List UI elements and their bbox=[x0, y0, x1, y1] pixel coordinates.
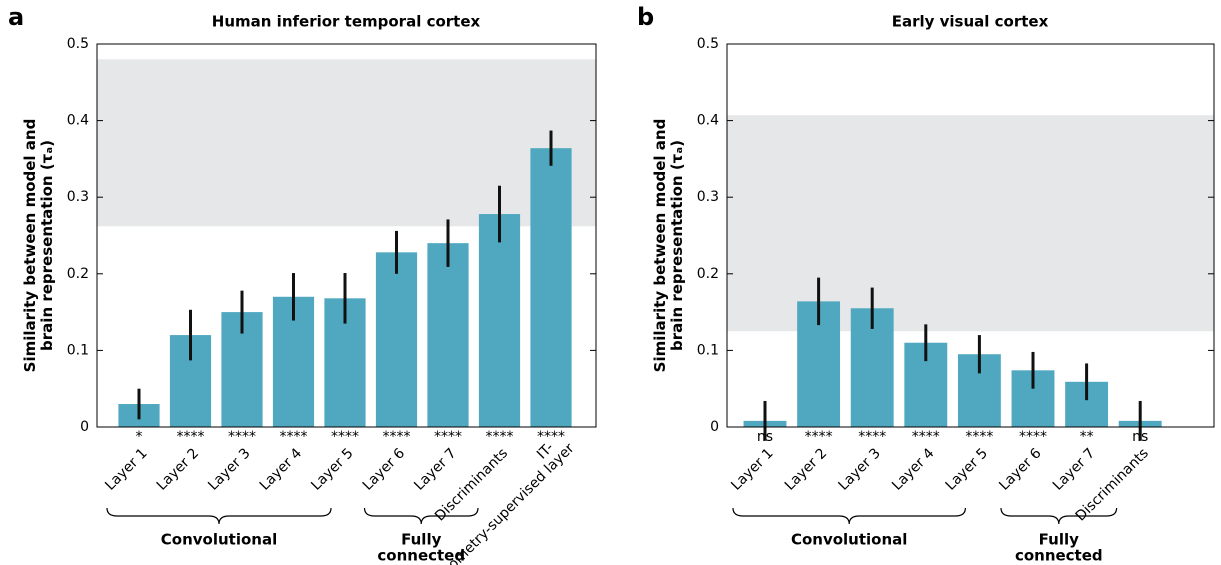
significance-label: * bbox=[136, 429, 143, 445]
significance-label: ns bbox=[757, 429, 773, 445]
group-label: Fully bbox=[1039, 531, 1079, 549]
plot-frame bbox=[726, 43, 1215, 428]
x-tick-label: Layer 3 bbox=[205, 445, 253, 493]
significance-label: **** bbox=[383, 429, 411, 445]
x-tick-label: Layer 6 bbox=[360, 445, 408, 493]
significance-label: **** bbox=[1019, 429, 1047, 445]
x-tick-label: Layer 4 bbox=[889, 445, 937, 493]
y-tick-label: 0.5 bbox=[697, 36, 719, 52]
x-tick-label: Layer 2 bbox=[154, 445, 202, 493]
x-tick-label: Layer 1 bbox=[102, 445, 150, 493]
y-axis-label: Similarity between model andbrain repres… bbox=[21, 119, 56, 373]
significance-label: **** bbox=[965, 429, 993, 445]
significance-label: **** bbox=[228, 429, 256, 445]
y-axis-label-line: brain representation (τₐ) bbox=[668, 140, 686, 351]
x-tick-label: Layer 1 bbox=[728, 445, 776, 493]
bar bbox=[375, 252, 418, 427]
significance-label: **** bbox=[280, 429, 308, 445]
group-brace bbox=[363, 507, 479, 525]
significance-label: **** bbox=[858, 429, 886, 445]
y-tick-label: 0.4 bbox=[67, 113, 89, 129]
x-tick-label: Layer 3 bbox=[835, 445, 883, 493]
group-label: connected bbox=[1015, 547, 1103, 565]
group-brace bbox=[1000, 507, 1118, 525]
chart-title: Human inferior temporal cortex bbox=[212, 13, 481, 31]
significance-label: **** bbox=[537, 429, 565, 445]
group-label: Convolutional bbox=[161, 531, 277, 549]
x-tick-label: Layer 4 bbox=[257, 445, 305, 493]
bar bbox=[427, 243, 469, 427]
group-label: connected bbox=[377, 547, 465, 565]
x-tick-label: Layer 7 bbox=[1050, 445, 1098, 493]
group-brace bbox=[106, 507, 332, 525]
y-tick-label: 0.3 bbox=[697, 189, 719, 205]
x-tick-label: Layer 5 bbox=[943, 445, 991, 493]
bar bbox=[478, 214, 521, 427]
y-tick-label: 0 bbox=[710, 419, 719, 435]
noise-ceiling bbox=[727, 115, 1214, 332]
y-axis-label-line: Similarity between model and bbox=[21, 119, 39, 373]
y-tick-label: 0.2 bbox=[697, 266, 719, 282]
bar bbox=[530, 148, 572, 427]
plot-frame bbox=[96, 43, 597, 428]
significance-label: ** bbox=[1080, 429, 1094, 445]
y-axis-label-line: brain representation (τₐ) bbox=[38, 140, 56, 351]
chart-title: Early visual cortex bbox=[892, 13, 1049, 31]
group-label: Fully bbox=[401, 531, 441, 549]
significance-label: **** bbox=[486, 429, 514, 445]
y-tick-label: 0.4 bbox=[697, 113, 719, 129]
significance-label: **** bbox=[177, 429, 205, 445]
x-tick-label: Layer 6 bbox=[996, 445, 1044, 493]
group-brace bbox=[732, 507, 966, 525]
panel-label: b bbox=[637, 3, 654, 31]
y-tick-label: 0.5 bbox=[67, 36, 89, 52]
y-axis-label: Similarity between model andbrain repres… bbox=[651, 119, 686, 373]
x-tick-label: Layer 2 bbox=[782, 445, 830, 493]
y-tick-label: 0.1 bbox=[697, 342, 719, 358]
significance-label: **** bbox=[912, 429, 940, 445]
group-label: Convolutional bbox=[791, 531, 907, 549]
x-tick-label: Layer 7 bbox=[411, 445, 459, 493]
y-axis-label-line: Similarity between model and bbox=[651, 119, 669, 373]
y-tick-label: 0.1 bbox=[67, 342, 89, 358]
x-tick-label: Layer 5 bbox=[308, 445, 356, 493]
panel-label: a bbox=[8, 3, 24, 31]
y-tick-label: 0.2 bbox=[67, 266, 89, 282]
noise-ceiling bbox=[97, 59, 596, 227]
y-tick-label: 0.3 bbox=[67, 189, 89, 205]
significance-label: **** bbox=[331, 429, 359, 445]
significance-label: ns bbox=[1132, 429, 1148, 445]
significance-label: **** bbox=[805, 429, 833, 445]
y-tick-label: 0 bbox=[80, 419, 89, 435]
significance-label: **** bbox=[434, 429, 462, 445]
